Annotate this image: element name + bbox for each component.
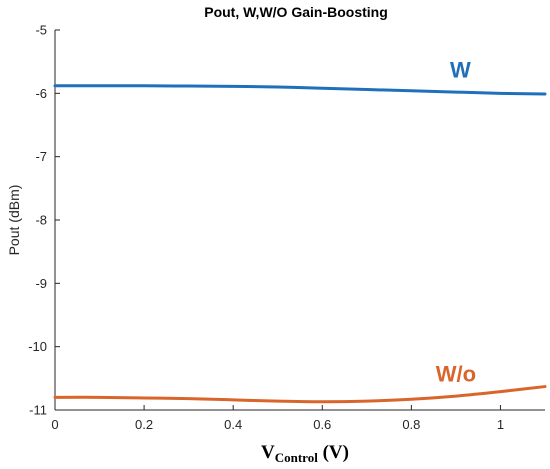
annotation-layer: W W/o (436, 58, 476, 387)
y-tick-label: -10 (28, 339, 47, 354)
x-tick-label: 0.2 (135, 417, 153, 432)
series-line-0 (53, 84, 547, 96)
x-tick-label: 0 (51, 417, 58, 432)
series-layer (53, 84, 547, 404)
y-axis-ticks: -11 -10 -9 -8 -7 -6 -5 (28, 23, 60, 418)
series-line-1 (53, 385, 547, 404)
x-tick-label: 0.4 (224, 417, 242, 432)
series-annotation-1: W/o (436, 362, 476, 387)
x-axis-label-main: V (261, 442, 275, 463)
y-tick-label: -8 (35, 213, 47, 228)
y-tick-label: -9 (35, 276, 47, 291)
x-tick-label: 1 (497, 417, 504, 432)
x-tick-label: 0.8 (402, 417, 420, 432)
x-tick-label: 0.6 (313, 417, 331, 432)
x-axis-label: VControl (V) (261, 442, 349, 465)
x-axis-label-unit: (V) (318, 442, 349, 463)
y-axis-label: Pout (dBm) (6, 185, 22, 256)
y-tick-label: -6 (35, 86, 47, 101)
chart-title: Pout, W,W/O Gain-Boosting (204, 4, 388, 20)
y-tick-label: -7 (35, 149, 47, 164)
y-tick-label: -11 (29, 403, 47, 418)
y-tick-label: -5 (35, 23, 47, 38)
series-annotation-0: W (450, 58, 471, 83)
x-axis-label-sub: Control (275, 450, 318, 465)
x-axis-ticks: 0 0.2 0.4 0.6 0.8 1 (51, 405, 504, 432)
